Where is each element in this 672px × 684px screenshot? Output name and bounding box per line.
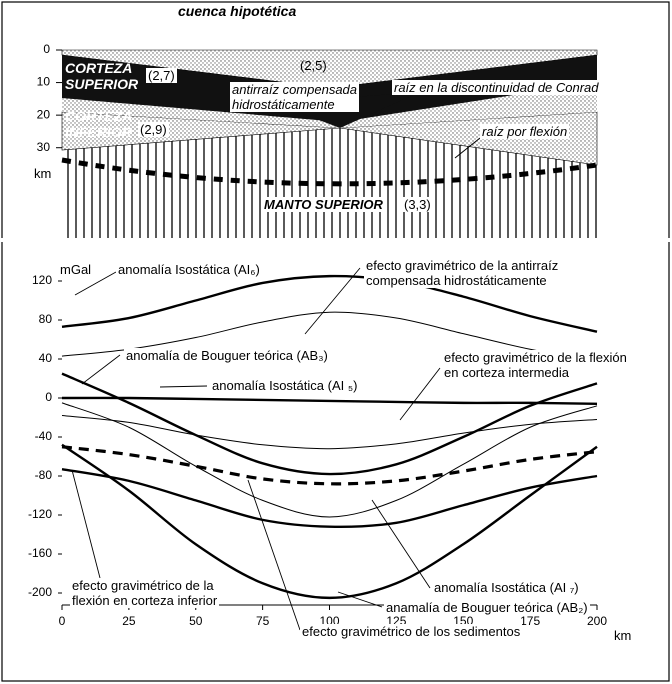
y-tick-label: -160 <box>28 546 52 560</box>
y-label: mGal <box>60 262 91 277</box>
y-tick-label: -80 <box>35 468 53 482</box>
leader <box>372 500 430 588</box>
series-line <box>62 416 597 449</box>
label: MANTO SUPERIOR <box>262 197 385 212</box>
depth-tick-label: 20 <box>37 107 51 121</box>
label: (3,3) <box>402 197 433 212</box>
series-label: anomalía Isostática (AI₆) <box>116 262 262 277</box>
depth-tick-label: 0 <box>43 42 50 56</box>
label: (2,9) <box>138 122 169 137</box>
y-tick-label: -40 <box>35 429 53 443</box>
series-label: anamalía de Bouguer teórica (AB₂) <box>384 600 590 615</box>
label: CORTEZA SUPERIOR <box>65 60 138 92</box>
y-tick-label: 80 <box>39 312 53 326</box>
leader <box>160 386 207 387</box>
x-label: km <box>614 628 631 643</box>
y-tick-label: 120 <box>32 273 52 287</box>
series-line <box>62 398 597 404</box>
label: raíz por flexión <box>480 124 569 139</box>
x-tick-label: 25 <box>122 614 136 628</box>
label: (2,7) <box>146 68 177 83</box>
series-label: anomalía de Bouguer teórica (AB₃) <box>124 348 330 363</box>
series-line <box>62 445 597 598</box>
series-label: efecto gravimétrico de la antirraíz comp… <box>364 258 560 288</box>
leader <box>248 480 300 630</box>
x-tick-label: 0 <box>59 614 66 628</box>
label: (2,5) <box>300 58 327 73</box>
x-tick-label: 50 <box>189 614 203 628</box>
series-label: anomalía Isostática (AI ₇) <box>432 580 581 595</box>
figure: 0 10 20 30 -200 -160 -120 -80 -40 0 40 80 120 0 25 50 75… <box>0 0 672 684</box>
series-line <box>62 469 597 527</box>
leader <box>82 355 120 384</box>
label: CORTEZA INFERIOR <box>65 108 132 140</box>
mask <box>0 238 672 242</box>
label: raíz en la discontinuidad de Conrad <box>392 80 601 95</box>
series-label: efecto gravimétrico de los sedimentos <box>300 624 522 639</box>
y-tick-label: -120 <box>28 507 52 521</box>
x-tick-label: 75 <box>256 614 270 628</box>
x-tick-label: 200 <box>587 614 607 628</box>
leader <box>400 368 440 420</box>
label: antirraíz compensada hidrostáticamente <box>230 82 359 112</box>
leader <box>72 470 100 578</box>
x-tick-label: 175 <box>520 614 540 628</box>
y-tick-label: 40 <box>39 351 53 365</box>
y-tick-label: 0 <box>45 390 52 404</box>
depth-tick-label: 10 <box>37 75 51 89</box>
cross-section-title: cuenca hipotética <box>178 4 296 19</box>
depth-label: km <box>34 166 51 181</box>
series-line <box>62 447 597 484</box>
series-label: anomalía Isostática (AI ₅) <box>210 378 359 393</box>
y-tick-label: -200 <box>28 585 52 599</box>
depth-tick-label: 30 <box>37 140 51 154</box>
series-label: efecto gravimétrico de la flexión en cor… <box>70 578 219 608</box>
series-label: efecto gravimétrico de la flexión en cor… <box>442 350 629 380</box>
